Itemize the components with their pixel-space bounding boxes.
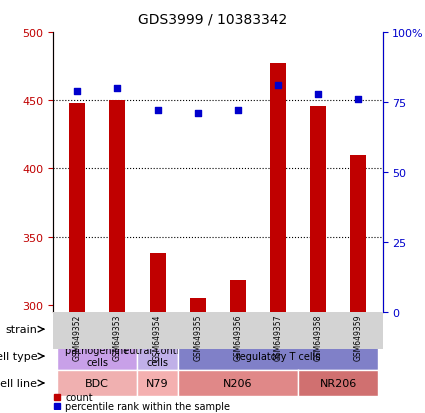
Text: GSM649357: GSM649357: [274, 314, 283, 360]
Bar: [270, 64, 286, 312]
Text: NOD: NOD: [205, 324, 231, 335]
Text: GSM649352: GSM649352: [73, 314, 82, 360]
Bar: [109, 101, 125, 312]
Text: GSM649358: GSM649358: [314, 314, 323, 360]
Text: N79: N79: [146, 378, 169, 388]
Text: NR206: NR206: [320, 378, 357, 388]
Point: [154, 108, 161, 114]
Text: GSM649356: GSM649356: [233, 314, 242, 360]
Bar: [230, 280, 246, 312]
Text: BDC: BDC: [85, 378, 109, 388]
Text: GDS3999 / 10383342: GDS3999 / 10383342: [138, 12, 287, 26]
Point: [194, 111, 201, 117]
Text: neutral control T
cells: neutral control T cells: [117, 345, 198, 367]
Text: GSM649353: GSM649353: [113, 314, 122, 360]
Point: [275, 83, 281, 89]
Text: GSM649354: GSM649354: [153, 314, 162, 360]
Bar: [150, 253, 166, 312]
Bar: [190, 298, 206, 312]
Text: regulatory T cells: regulatory T cells: [236, 351, 320, 361]
Bar: [69, 104, 85, 312]
Text: GSM649359: GSM649359: [354, 314, 363, 360]
Text: percentile rank within the sample: percentile rank within the sample: [65, 401, 230, 411]
Text: pathogenic T
cells: pathogenic T cells: [65, 345, 129, 367]
Text: BDC: BDC: [85, 324, 109, 335]
Text: cell type: cell type: [0, 351, 37, 361]
Point: [74, 88, 81, 95]
Point: [315, 91, 322, 98]
Text: NOR: NOR: [326, 324, 351, 335]
Text: count: count: [65, 392, 93, 402]
Point: [235, 108, 241, 114]
Bar: [350, 155, 366, 312]
Point: [114, 85, 121, 92]
Text: strain: strain: [5, 324, 37, 335]
Text: GSM649355: GSM649355: [193, 314, 202, 360]
Bar: [310, 107, 326, 312]
Text: N206: N206: [223, 378, 252, 388]
Text: cell line: cell line: [0, 378, 37, 388]
Point: [355, 97, 362, 103]
